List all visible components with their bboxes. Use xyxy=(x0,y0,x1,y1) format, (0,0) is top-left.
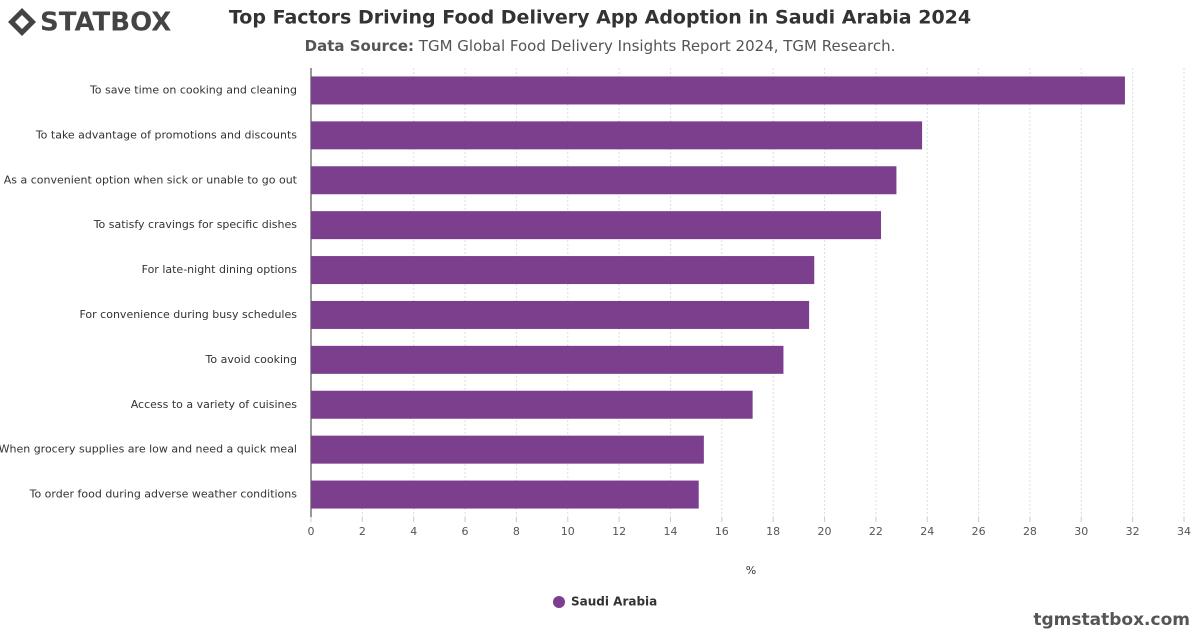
legend-marker xyxy=(553,596,565,608)
y-tick-label: Access to a variety of cuisines xyxy=(131,398,298,411)
x-tick-label: 34 xyxy=(1177,525,1191,538)
y-tick-label: To take advantage of promotions and disc… xyxy=(35,128,297,141)
x-tick-label: 32 xyxy=(1126,525,1140,538)
bar xyxy=(311,480,699,509)
logo-icon xyxy=(15,15,29,29)
y-tick-label: For late-night dining options xyxy=(142,263,298,276)
bar xyxy=(311,76,1125,105)
y-tick-label: To satisfy cravings for specific dishes xyxy=(93,218,298,231)
bar xyxy=(311,390,753,419)
x-tick-label: 0 xyxy=(308,525,315,538)
bar xyxy=(311,211,882,240)
x-tick-label: 6 xyxy=(462,525,469,538)
y-tick-label: To order food during adverse weather con… xyxy=(29,488,298,501)
y-tick-label: To save time on cooking and cleaning xyxy=(89,83,297,96)
bar xyxy=(311,435,704,464)
x-axis-label: % xyxy=(746,564,756,577)
legend-label: Saudi Arabia xyxy=(571,595,657,609)
x-tick-label: 22 xyxy=(869,525,883,538)
bar xyxy=(311,121,923,150)
x-tick-label: 10 xyxy=(561,525,575,538)
y-tick-label: For convenience during busy schedules xyxy=(80,308,298,321)
logo: STATBOX xyxy=(8,8,171,38)
source: TGM Global Food Delivery Insights Report… xyxy=(418,37,896,55)
x-tick-label: 8 xyxy=(513,525,520,538)
chart-subtitle: Data Source: TGM Global Food Delivery In… xyxy=(305,37,896,55)
x-tick-label: 18 xyxy=(766,525,780,538)
x-tick-label: 24 xyxy=(920,525,934,538)
x-tick-label: 14 xyxy=(663,525,677,538)
x-tick-label: 2 xyxy=(359,525,366,538)
x-tick-label: 12 xyxy=(612,525,626,538)
y-tick-label: To avoid cooking xyxy=(205,353,297,366)
logo-text: STATBOX xyxy=(40,8,171,38)
x-tick-label: 4 xyxy=(410,525,417,538)
source-label: Data Source: xyxy=(305,37,414,55)
bar xyxy=(311,345,784,374)
bar xyxy=(311,300,810,329)
x-tick-label: 28 xyxy=(1023,525,1037,538)
bar xyxy=(311,256,815,285)
x-tick-label: 30 xyxy=(1074,525,1088,538)
y-tick-label: As a convenient option when sick or unab… xyxy=(4,173,298,186)
y-tick-label: When grocery supplies are low and need a… xyxy=(0,443,297,456)
footer: tgmstatbox.com xyxy=(1033,610,1190,630)
bar xyxy=(311,166,897,195)
chart-title: Top Factors Driving Food Delivery App Ad… xyxy=(229,7,971,29)
x-tick-label: 20 xyxy=(818,525,832,538)
x-tick-label: 16 xyxy=(715,525,729,538)
x-tick-label: 26 xyxy=(972,525,986,538)
